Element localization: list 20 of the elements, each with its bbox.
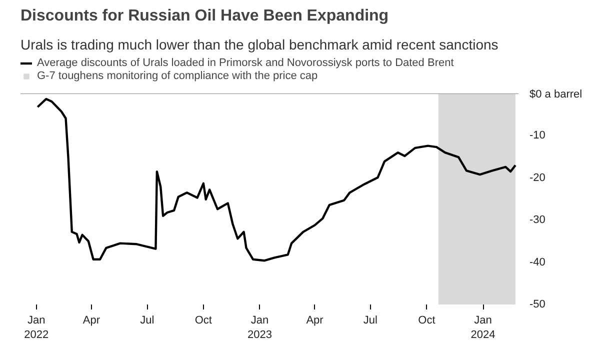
x-tick-label: Apr	[82, 314, 100, 326]
x-tick-label: Oct	[194, 314, 212, 326]
y-tick-label: -10	[530, 130, 546, 142]
y-tick-label: -20	[530, 172, 546, 184]
y-tick-label: $0 a barrel	[530, 88, 582, 100]
x-tick-label: Jul	[363, 314, 378, 326]
x-tick-label: Jan 2022	[24, 314, 49, 341]
x-tick-label: Apr	[306, 314, 324, 326]
line-series	[36, 98, 517, 262]
chart-title: Discounts for Russian Oil Have Been Expanding	[20, 8, 389, 24]
y-tick-label: -40	[530, 256, 546, 268]
x-tick-label: Jan 2023	[247, 314, 272, 341]
legend-label: G-7 toughens monitoring of compliance with the price cap	[37, 70, 318, 82]
chart-subtitle: Urals is trading much lower than the global benchmark amid recent sanctions	[20, 36, 498, 52]
y-tick-label: -50	[530, 298, 546, 310]
legend-label: Average discounts of Urals loaded in Primorsk and Novorossiysk ports to Dated Brent	[37, 57, 454, 69]
y-tick-label: -30	[530, 214, 546, 226]
x-tick-label: Oct	[418, 314, 436, 326]
x-tick-label: Jan 2024	[470, 314, 496, 341]
x-tick-label: Jul	[140, 314, 154, 326]
